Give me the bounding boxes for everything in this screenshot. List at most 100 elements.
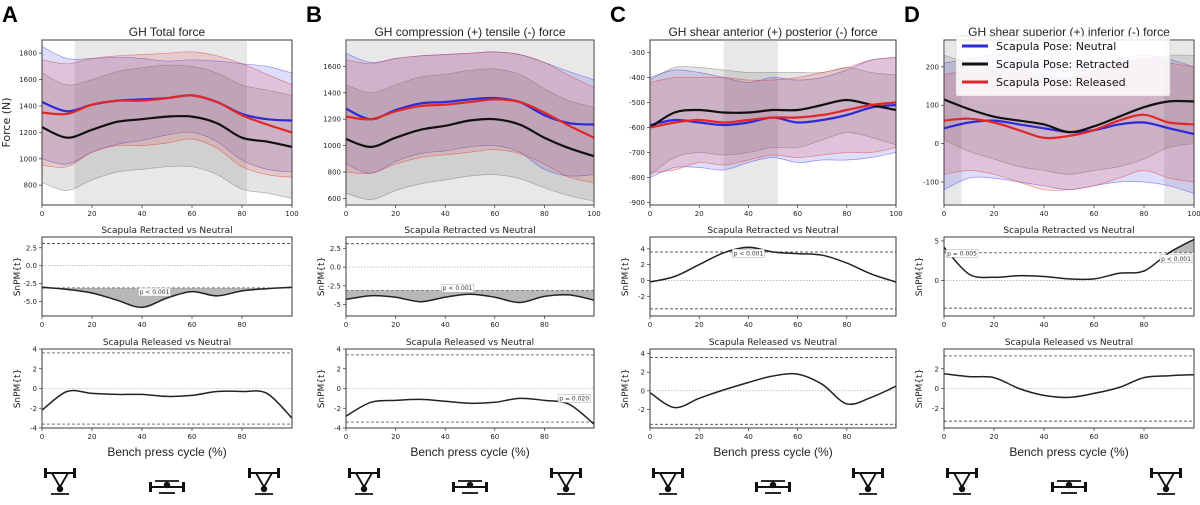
barbell-top-icon <box>1150 468 1182 495</box>
legend-box <box>955 35 1171 97</box>
y-tick-label: 200 <box>926 63 939 71</box>
x-tick-label: 20 <box>695 210 704 218</box>
x-tick-label: 80 <box>238 210 247 218</box>
arms <box>859 472 877 489</box>
spm-title: Scapula Released vs Neutral <box>1005 338 1133 348</box>
y-tick-label: 0 <box>641 277 645 285</box>
y-tick-label: 1000 <box>323 142 341 150</box>
y-tick-label: -2 <box>30 405 37 413</box>
head <box>562 485 570 493</box>
significance-shading <box>346 40 594 205</box>
x-tick-label: 20 <box>88 433 97 441</box>
barbell-top-icon <box>348 468 380 495</box>
x-tick-label: 0 <box>648 210 652 218</box>
x-tick-label: 0 <box>40 210 44 218</box>
x-tick-label: 40 <box>1040 321 1049 329</box>
y-tick-label: 2 <box>641 369 645 377</box>
y-tick-label: 2.5 <box>26 244 37 252</box>
plate-left <box>755 482 758 492</box>
x-axis-label: Bench press cycle (%) <box>713 445 832 459</box>
x-tick-label: 60 <box>1090 210 1099 218</box>
spm-curve <box>41 389 293 419</box>
x-tick-label: 60 <box>188 433 197 441</box>
spm-frame-border <box>41 236 293 317</box>
legend-label: Scapula Pose: Neutral <box>996 40 1116 53</box>
y-tick-label: 4 <box>337 346 342 354</box>
y-tick-label: 1800 <box>19 50 37 58</box>
spm-frame-border <box>345 236 595 317</box>
x-tick-label: 40 <box>744 433 753 441</box>
x-tick-label: 20 <box>990 433 999 441</box>
x-tick-label: 0 <box>942 321 946 329</box>
plate-right <box>277 468 280 478</box>
head <box>958 485 966 493</box>
x-tick-label: 40 <box>138 210 147 218</box>
y-tick-label: 100 <box>926 102 939 110</box>
spm-title: Scapula Retracted vs Neutral <box>1003 226 1134 236</box>
y-tick-label: 0 <box>935 140 939 148</box>
x-tick-label: 40 <box>1040 433 1049 441</box>
p-value-box <box>441 283 474 293</box>
arms <box>51 472 69 489</box>
x-tick-label: 80 <box>1140 433 1149 441</box>
y-tick-label: -300 <box>629 49 645 57</box>
panel-title: GH Total force <box>129 25 206 39</box>
spm-title: Scapula Released vs Neutral <box>103 338 231 348</box>
y-axis-label: Force (N) <box>0 97 13 147</box>
y-tick-label: 1200 <box>19 129 37 137</box>
y-tick-label: 800 <box>24 182 37 190</box>
plate-right <box>681 468 684 478</box>
spm-frame-border <box>649 348 897 429</box>
spm-curve <box>345 293 595 304</box>
arms <box>557 472 575 489</box>
x-tick-label: 40 <box>138 433 147 441</box>
plate-left <box>348 468 351 478</box>
plate-left <box>652 468 655 478</box>
plot-frame-border <box>345 39 595 206</box>
x-tick-label: 60 <box>490 321 499 329</box>
y-tick-label: -2.5 <box>327 282 341 290</box>
plate-right <box>881 468 884 478</box>
spm-title: Scapula Retracted vs Neutral <box>404 226 535 236</box>
x-tick-label: 80 <box>842 321 851 329</box>
x-tick-label: 0 <box>40 321 44 329</box>
p-value-label: p < 0.001 <box>733 250 763 257</box>
x-tick-label: 0 <box>344 321 348 329</box>
plate-right <box>485 482 488 492</box>
panel-letter: D <box>904 2 920 27</box>
x-tick-label: 40 <box>441 433 450 441</box>
x-tick-label: 100 <box>1187 210 1200 218</box>
spm-ylabel: SnPM{t} <box>13 257 23 297</box>
spm-frame <box>41 236 293 317</box>
spm-frame-border <box>943 236 1195 317</box>
x-tick-label: 40 <box>744 321 753 329</box>
x-tick-label: 20 <box>88 210 97 218</box>
x-tick-label: 80 <box>842 210 851 218</box>
spm-subplot-1: Scapula Retracted vs Neutral 0 20 40 60 80 -5.… <box>13 226 293 329</box>
x-axis-label: Bench press cycle (%) <box>410 445 529 459</box>
panel-letter: B <box>306 2 322 27</box>
spm-ylabel: SnPM{t} <box>915 257 925 297</box>
x-tick-label: 80 <box>540 433 549 441</box>
mean-line-2 <box>345 117 595 158</box>
significance-shading <box>74 40 247 205</box>
spm-curve <box>943 372 1195 399</box>
y-tick-label: -2 <box>334 405 341 413</box>
x-tick-label: 60 <box>188 210 197 218</box>
y-tick-label: -900 <box>629 199 645 207</box>
plate-right <box>579 468 582 478</box>
x-tick-label: 20 <box>88 321 97 329</box>
x-tick-label: 60 <box>490 433 499 441</box>
arms <box>255 472 273 489</box>
x-tick-label: 0 <box>648 321 652 329</box>
x-tick-label: 60 <box>490 210 499 218</box>
y-tick-label: 1600 <box>19 76 37 84</box>
p-value-box <box>1159 254 1193 264</box>
spm-frame <box>345 236 595 317</box>
plate-left <box>149 482 152 492</box>
spm-title: Scapula Retracted vs Neutral <box>707 226 838 236</box>
y-tick-label: 800 <box>328 169 341 177</box>
